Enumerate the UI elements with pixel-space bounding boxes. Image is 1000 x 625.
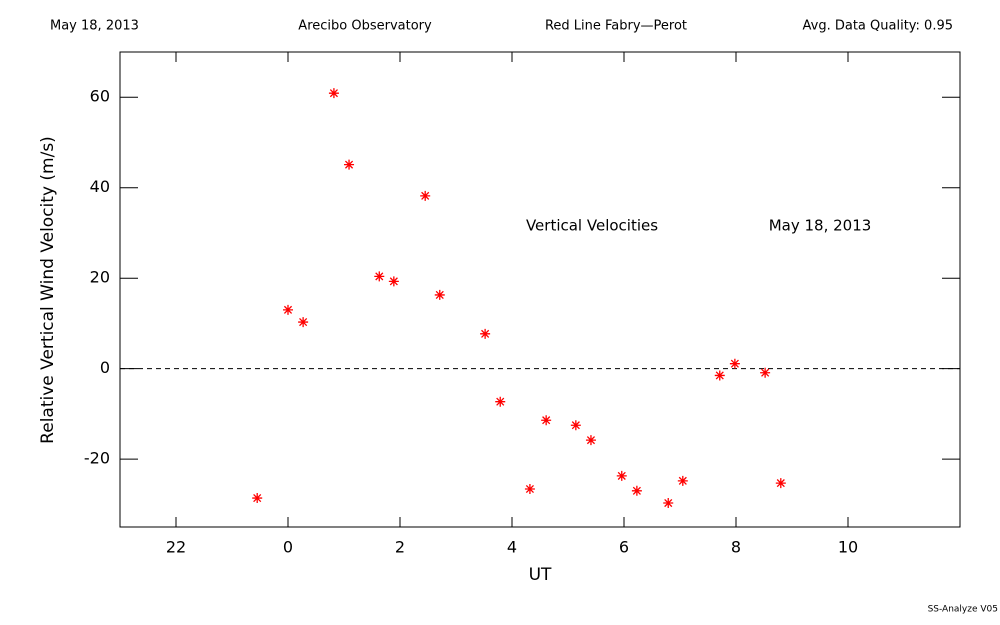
point (570, 420, 581, 431)
header-instrument: Red Line Fabry—Perot (545, 19, 687, 34)
point (374, 271, 385, 282)
point (388, 276, 399, 287)
header-quality: Avg. Data Quality: 0.95 (803, 19, 953, 34)
point (631, 485, 642, 496)
point (775, 478, 786, 489)
point (495, 396, 506, 407)
point (585, 435, 596, 446)
point (420, 190, 431, 201)
x-tick-label: 8 (731, 538, 741, 557)
header-site: Arecibo Observatory (298, 19, 432, 34)
point (344, 159, 355, 170)
x-axis-label: UT (529, 565, 552, 585)
point (298, 317, 309, 328)
header-date: May 18, 2013 (50, 19, 139, 34)
annotation: Vertical Velocities (526, 217, 658, 235)
point (616, 470, 627, 481)
point (541, 415, 552, 426)
x-tick-label: 0 (283, 538, 293, 557)
x-tick-label: 4 (507, 538, 517, 557)
point (760, 367, 771, 378)
point (480, 328, 491, 339)
point (252, 493, 263, 504)
y-tick-label: 60 (90, 87, 110, 106)
y-tick-label: 20 (90, 268, 110, 287)
point (663, 498, 674, 509)
point (524, 484, 535, 494)
point (328, 88, 339, 99)
plot-frame (119, 51, 961, 528)
point (714, 370, 725, 381)
y-axis-label: Relative Vertical Wind Velocity (m/s) (38, 136, 58, 444)
point (729, 358, 740, 369)
x-tick-label: 10 (838, 538, 858, 557)
x-tick-label: 2 (395, 538, 405, 557)
annotation: May 18, 2013 (769, 217, 872, 235)
point (677, 475, 688, 486)
y-tick-label: -20 (84, 449, 110, 468)
footer: SS-Analyze V05 (928, 605, 998, 615)
y-tick-label: 40 (90, 177, 110, 196)
x-tick-label: 22 (166, 538, 186, 557)
x-tick-label: 6 (619, 538, 629, 557)
point (434, 289, 445, 300)
point (283, 304, 293, 315)
y-tick-label: 0 (100, 358, 110, 377)
